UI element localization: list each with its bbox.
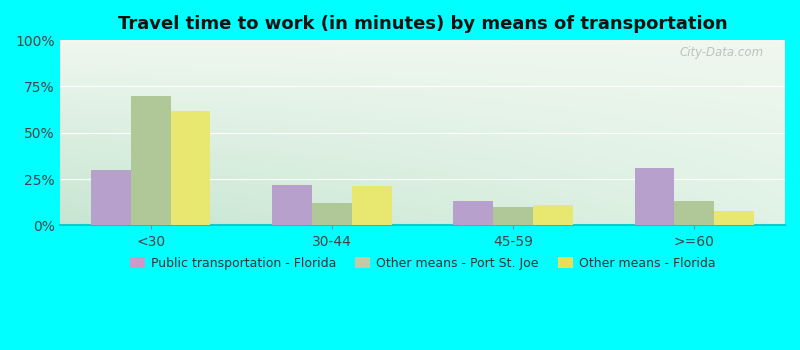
Bar: [170, 111, 210, 225]
Bar: [312, 203, 352, 225]
Bar: [454, 201, 494, 225]
Bar: [272, 185, 312, 225]
Bar: [714, 211, 754, 225]
Bar: [634, 168, 674, 225]
Legend: Public transportation - Florida, Other means - Port St. Joe, Other means - Flori: Public transportation - Florida, Other m…: [125, 252, 721, 275]
Bar: [352, 187, 392, 225]
Bar: [674, 201, 714, 225]
Title: Travel time to work (in minutes) by means of transportation: Travel time to work (in minutes) by mean…: [118, 15, 727, 33]
Bar: [91, 170, 130, 225]
Bar: [533, 205, 573, 225]
Bar: [130, 96, 170, 225]
Text: City-Data.com: City-Data.com: [679, 46, 763, 59]
Bar: [494, 207, 533, 225]
